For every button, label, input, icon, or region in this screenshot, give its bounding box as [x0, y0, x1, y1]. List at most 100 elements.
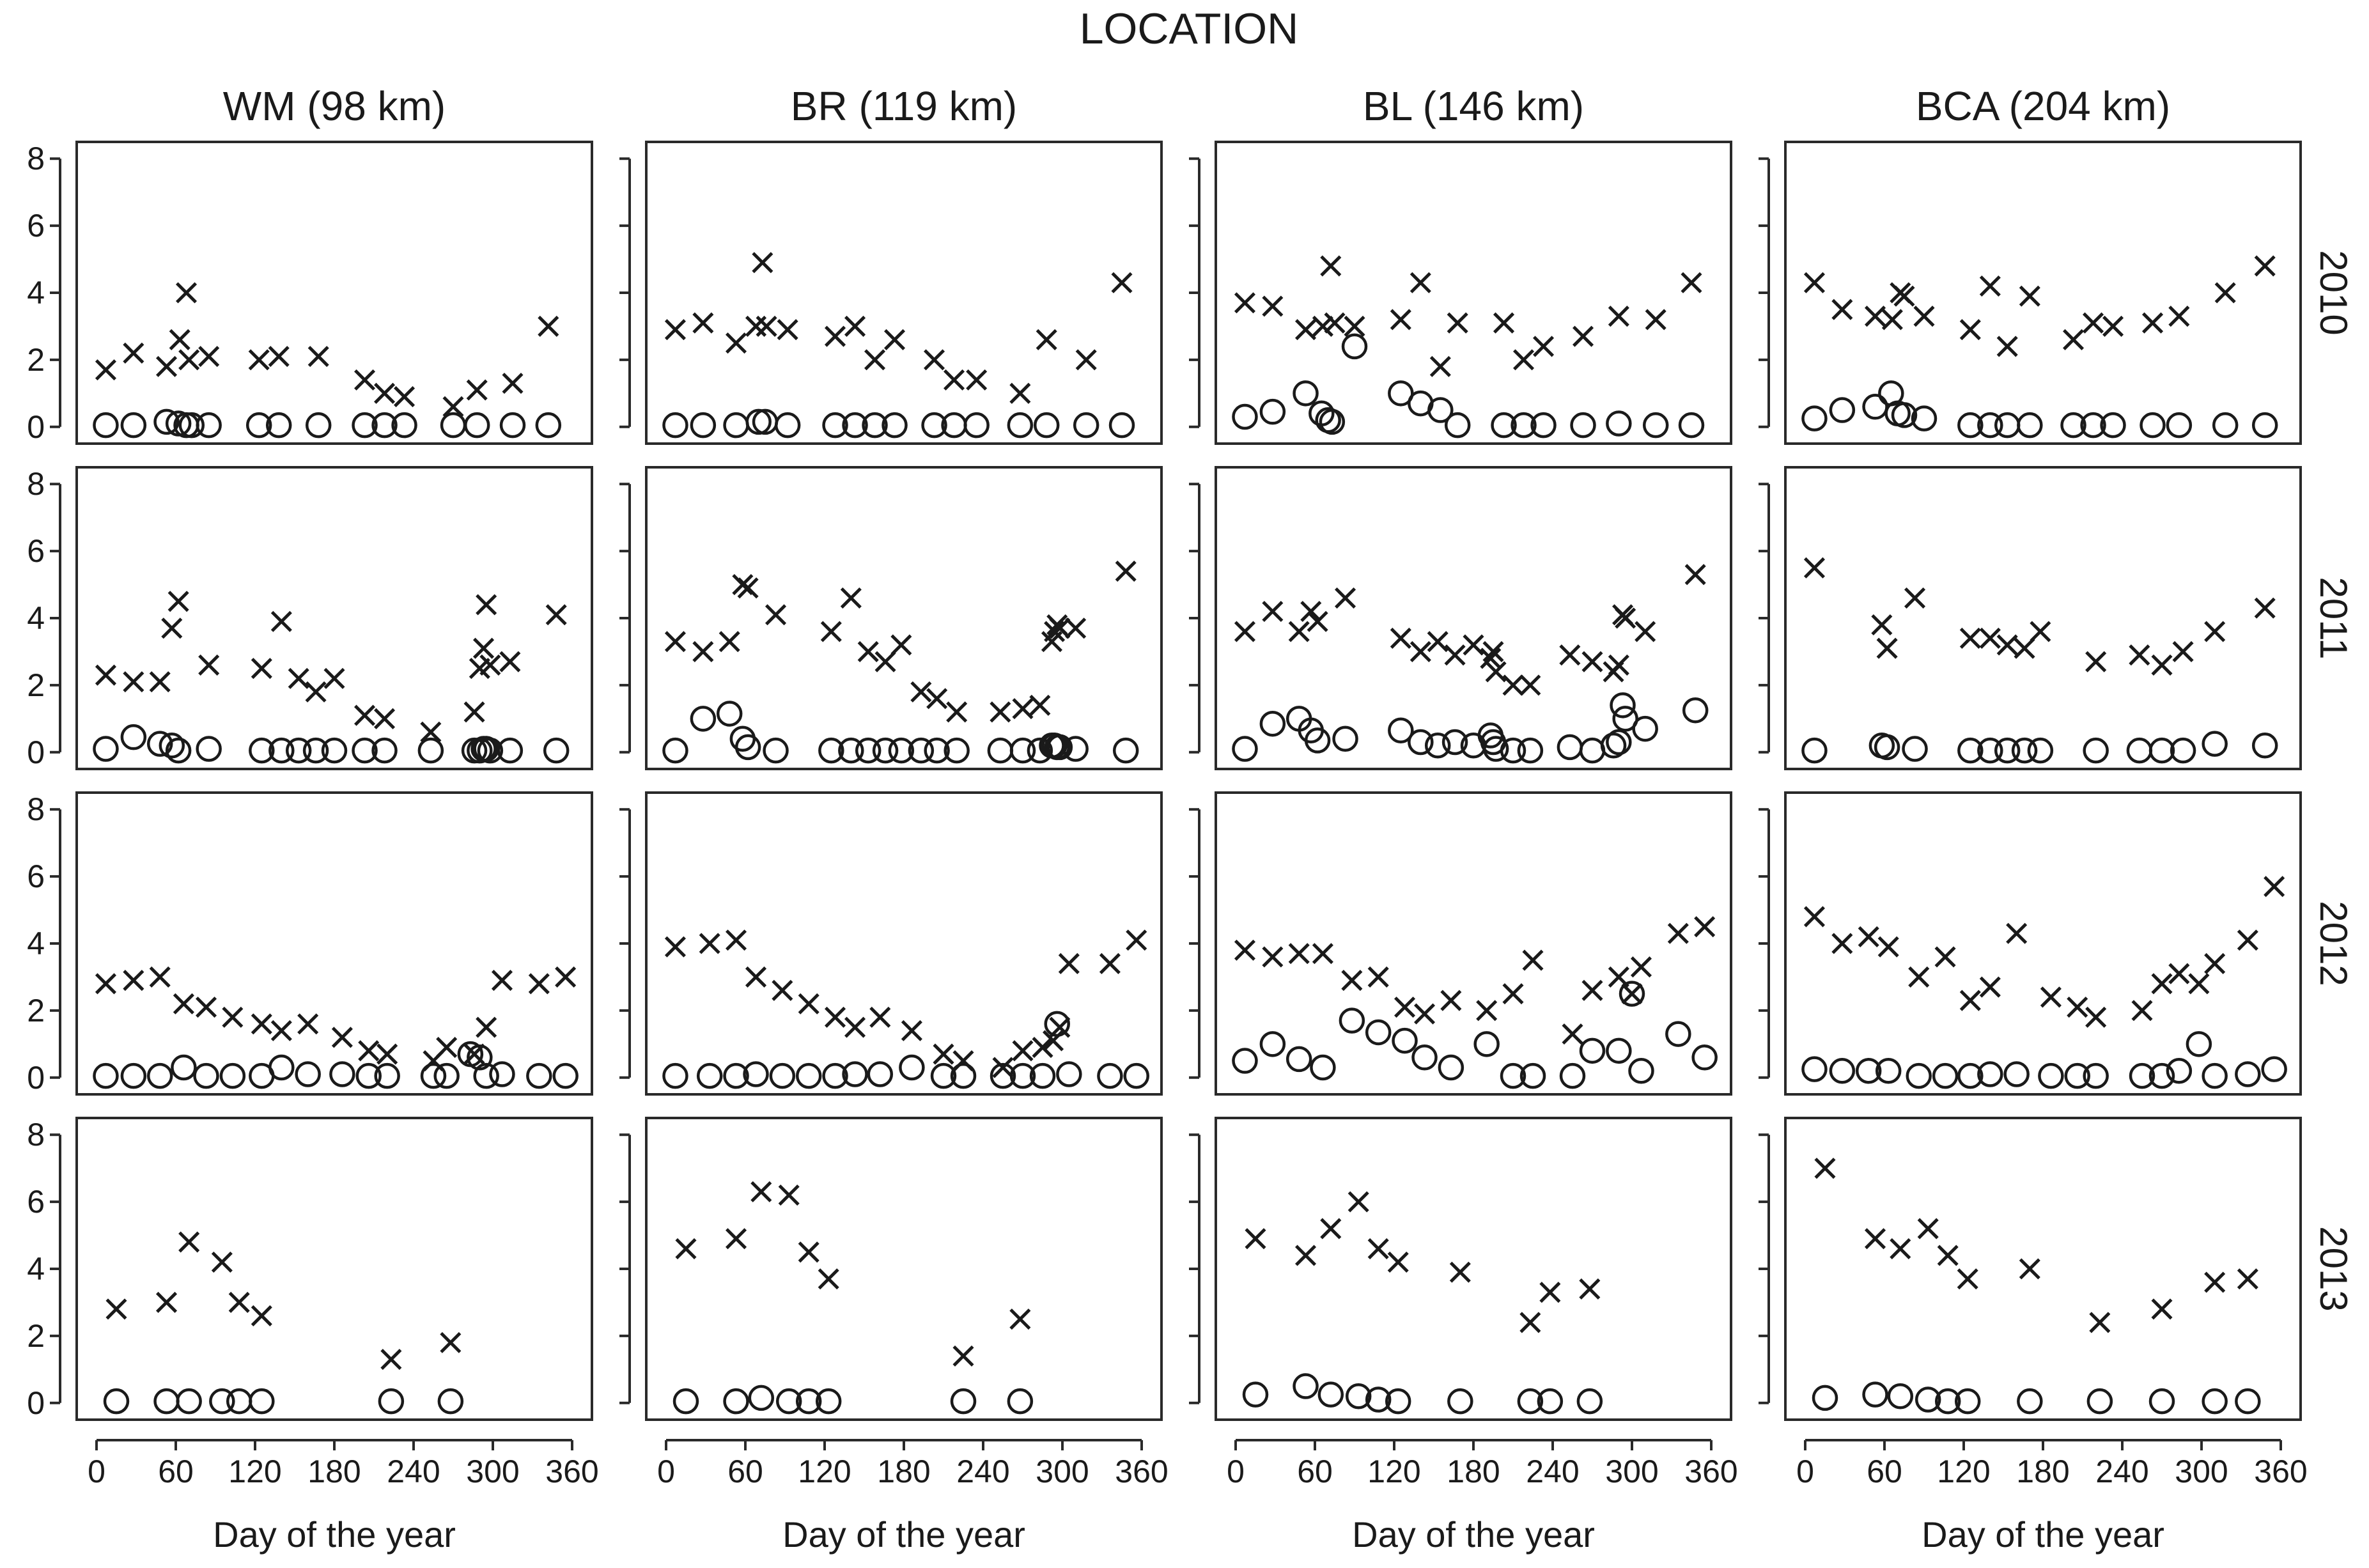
circle-point-r0-c2-9 — [1427, 397, 1454, 423]
circle-point-r3-c2-9 — [1576, 1388, 1603, 1415]
x-tick-label-c1-5: 300 — [1036, 1454, 1089, 1489]
circle-point-r0-c2-11 — [1491, 412, 1517, 439]
circle-point-r3-c3-1 — [1862, 1381, 1888, 1408]
circle-point-r1-c0-0 — [93, 736, 119, 762]
x-axis-label-c2: Day of the year — [1352, 1514, 1595, 1555]
cross-point-r1-c1-12 — [926, 688, 948, 710]
cross-point-r2-c3-17 — [2237, 929, 2258, 951]
circle-point-r1-c0-2 — [146, 731, 173, 757]
circle-point-r0-c0-2 — [153, 408, 180, 435]
cross-point-r0-c3-8 — [1979, 275, 2001, 297]
cross-point-r2-c3-4 — [1908, 966, 1930, 988]
cross-point-r1-c1-8 — [857, 640, 879, 662]
cross-point-r1-c2-2 — [1288, 621, 1310, 642]
circle-point-r3-c1-4 — [795, 1388, 822, 1415]
circle-point-r0-c3-1 — [1829, 397, 1856, 423]
cross-point-r1-c1-4 — [737, 577, 759, 599]
circle-point-r2-c3-6 — [1957, 1062, 1984, 1089]
cross-point-r3-c2-4 — [1367, 1238, 1389, 1260]
x-tick-label-c3-1: 60 — [1867, 1454, 1902, 1489]
circle-point-r3-c1-6 — [950, 1388, 977, 1415]
cross-point-r1-c1-11 — [910, 681, 932, 702]
circle-point-r1-c3-12 — [2170, 737, 2196, 764]
circle-point-r1-c0-9 — [302, 737, 329, 764]
circle-point-r0-c1-16 — [1108, 412, 1135, 439]
circle-point-r0-c0-14 — [463, 412, 490, 439]
circle-point-r2-c2-1 — [1259, 1031, 1286, 1057]
circle-point-r0-c1-9 — [882, 412, 908, 439]
cross-point-r0-c2-15 — [1608, 306, 1629, 327]
cross-point-r0-c2-1 — [1262, 295, 1284, 317]
cross-point-r0-c2-2 — [1294, 319, 1317, 341]
y-tick-label-r1-4: 8 — [27, 466, 45, 502]
circle-point-r1-c0-13 — [417, 737, 444, 764]
panel-frame-r3-c1 — [645, 1117, 1163, 1421]
circle-point-r3-c3-3 — [1915, 1386, 1941, 1413]
cross-point-r3-c2-2 — [1320, 1218, 1342, 1239]
cross-point-r0-c0-10 — [353, 369, 376, 391]
cross-point-r3-c3-10 — [2237, 1268, 2258, 1290]
circle-point-r2-c3-16 — [2202, 1062, 2228, 1089]
cross-point-r0-c3-2 — [1864, 306, 1886, 327]
cross-point-r2-c2-0 — [1234, 939, 1256, 961]
circle-point-r1-c2-14 — [1500, 737, 1526, 764]
cross-point-r1-c2-8 — [1427, 631, 1449, 653]
circle-point-r0-c3-16 — [2212, 412, 2239, 439]
circle-point-r2-c2-5 — [1365, 1019, 1392, 1046]
circle-point-r1-c2-4 — [1304, 727, 1331, 754]
cross-point-r1-c3-12 — [2172, 640, 2194, 662]
circle-point-r1-c3-11 — [2148, 737, 2175, 764]
cross-point-r3-c1-5 — [818, 1268, 839, 1290]
x-tick-label-c3-2: 120 — [1937, 1454, 1990, 1489]
circle-point-r3-c3-5 — [1954, 1388, 1981, 1415]
cross-point-r1-c0-15 — [469, 658, 490, 679]
circle-point-r0-c0-16 — [535, 412, 562, 439]
circle-point-r1-c0-11 — [352, 737, 378, 764]
cross-point-r2-c0-8 — [297, 1013, 319, 1035]
data-marks-layer — [93, 252, 2287, 1415]
circle-point-r3-c3-7 — [2086, 1388, 2113, 1415]
cross-point-r1-c0-20 — [545, 604, 567, 626]
circle-point-r0-c0-6 — [196, 412, 222, 439]
cross-point-r2-c2-14 — [1608, 966, 1629, 988]
cross-point-r0-c0-12 — [393, 386, 416, 408]
cross-point-r1-c2-17 — [1581, 651, 1603, 672]
cross-point-r1-c2-1 — [1262, 600, 1284, 623]
circle-point-r1-c2-0 — [1232, 736, 1258, 762]
circle-point-r2-c1-6 — [822, 1062, 848, 1089]
cross-point-r1-c1-22 — [1115, 561, 1137, 582]
cross-point-r2-c0-4 — [195, 997, 217, 1018]
y-tick-label-r3-0: 0 — [27, 1385, 45, 1421]
cross-point-r2-c3-13 — [2151, 973, 2173, 995]
x-tick-label-c0-1: 60 — [158, 1454, 194, 1489]
cross-point-r1-c1-1 — [692, 640, 714, 662]
chart-super-title: LOCATION — [1080, 4, 1299, 53]
circle-point-r1-c2-1 — [1259, 710, 1286, 737]
cross-point-r0-c1-17 — [1111, 272, 1133, 293]
circle-point-r1-c0-7 — [268, 737, 295, 764]
panel-frame-r3-c3 — [1784, 1117, 2302, 1421]
cross-point-r3-c2-6 — [1449, 1261, 1471, 1283]
cross-point-r1-c0-14 — [463, 701, 485, 723]
cross-point-r2-c3-12 — [2131, 1000, 2153, 1021]
axes-layer: 0 2 4 6 8 0 2 4 6 8 0 2 4 6 8 0 2 4 6 8 0 60 120 180 240 300 360 Da… — [27, 141, 2308, 1555]
cross-point-r0-c3-10 — [2019, 285, 2040, 307]
circle-point-r2-c1-17 — [1097, 1062, 1123, 1089]
cross-point-r1-c2-14 — [1502, 674, 1524, 696]
cross-point-r1-c3-9 — [2085, 651, 2107, 672]
cross-point-r2-c0-9 — [331, 1027, 353, 1048]
cross-point-r0-c2-17 — [1681, 272, 1702, 293]
cross-point-r3-c2-0 — [1245, 1228, 1266, 1250]
circle-point-r3-c2-8 — [1537, 1388, 1564, 1415]
circle-point-r3-c2-4 — [1365, 1386, 1392, 1413]
cross-point-r1-c3-13 — [2204, 621, 2226, 642]
cross-point-r0-c0-8 — [268, 346, 290, 368]
x-tick-label-c1-6: 360 — [1115, 1454, 1168, 1489]
circle-point-r2-c1-8 — [867, 1061, 894, 1087]
cross-point-r3-c2-5 — [1387, 1251, 1409, 1273]
x-tick-label-c1-3: 180 — [877, 1454, 930, 1489]
cross-point-r0-c1-13 — [966, 369, 988, 391]
circle-point-r2-c0-0 — [93, 1062, 119, 1089]
cross-point-r2-c2-13 — [1581, 979, 1603, 1001]
cross-point-r3-c3-9 — [2204, 1271, 2226, 1293]
